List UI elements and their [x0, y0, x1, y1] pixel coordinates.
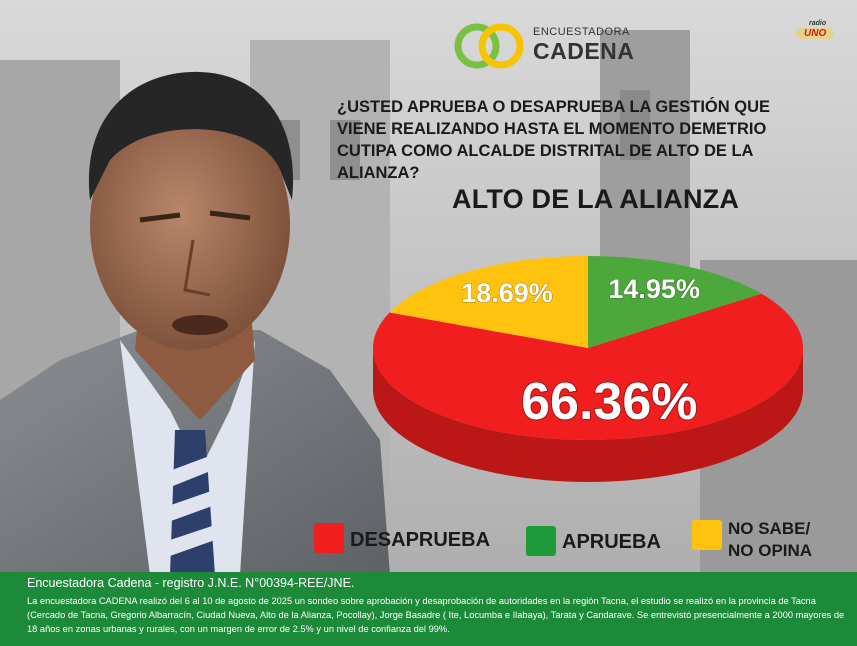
- pie-label-aprueba: 14.95%: [608, 274, 700, 304]
- radio-small-text: radio: [809, 20, 827, 27]
- brand-logo: ENCUESTADORA CADENA: [453, 18, 635, 74]
- legend-label-nosabe-2: NO OPINA: [728, 541, 813, 560]
- pie-chart: 14.95% 66.36% 18.69%: [373, 256, 803, 482]
- legend-label-nosabe-1: NO SABE/: [728, 519, 811, 538]
- radio-uno-logo: radio UNO: [793, 20, 841, 50]
- pie-slice-no-sabe-no-opina: [389, 256, 588, 348]
- legend-item-aprueba: APRUEBA: [526, 526, 661, 556]
- pie-slice-aprueba: [588, 256, 762, 348]
- legend-swatch-green: [526, 526, 556, 556]
- logo-small-text: ENCUESTADORA: [533, 26, 630, 38]
- legend-swatch-red: [314, 523, 344, 553]
- legend-item-nosabe: NO SABE/ NO OPINA: [692, 518, 812, 562]
- legend-item-desaprueba: DESAPRUEBA: [314, 523, 490, 553]
- pie-side-desaprueba: [373, 348, 803, 482]
- footer-bar: Encuestadora Cadena - registro J.N.E. N°…: [0, 572, 857, 646]
- survey-question: ¿USTED APRUEBA O DESAPRUEBA LA GESTIÓN Q…: [337, 98, 771, 182]
- legend-label-aprueba: APRUEBA: [562, 531, 661, 553]
- cadena-rings-icon: [454, 23, 524, 69]
- pie-slice-desaprueba: [373, 293, 803, 441]
- logo-brand-text: CADENA: [533, 38, 635, 64]
- legend-label-desaprueba: DESAPRUEBA: [350, 529, 491, 551]
- footer-registro: Encuestadora Cadena - registro J.N.E. N°…: [27, 576, 355, 590]
- chart-title: ALTO DE LA ALIANZA: [452, 184, 740, 214]
- legend-swatch-yellow: [692, 520, 722, 550]
- pie-label-desaprueba: 66.36%: [521, 373, 697, 431]
- radio-name-text: UNO: [796, 28, 835, 39]
- pie-label-no-sabe-no-opina: 18.69%: [461, 278, 553, 308]
- footer-detalle: La encuestadora CADENA realizó del 6 al …: [27, 596, 845, 634]
